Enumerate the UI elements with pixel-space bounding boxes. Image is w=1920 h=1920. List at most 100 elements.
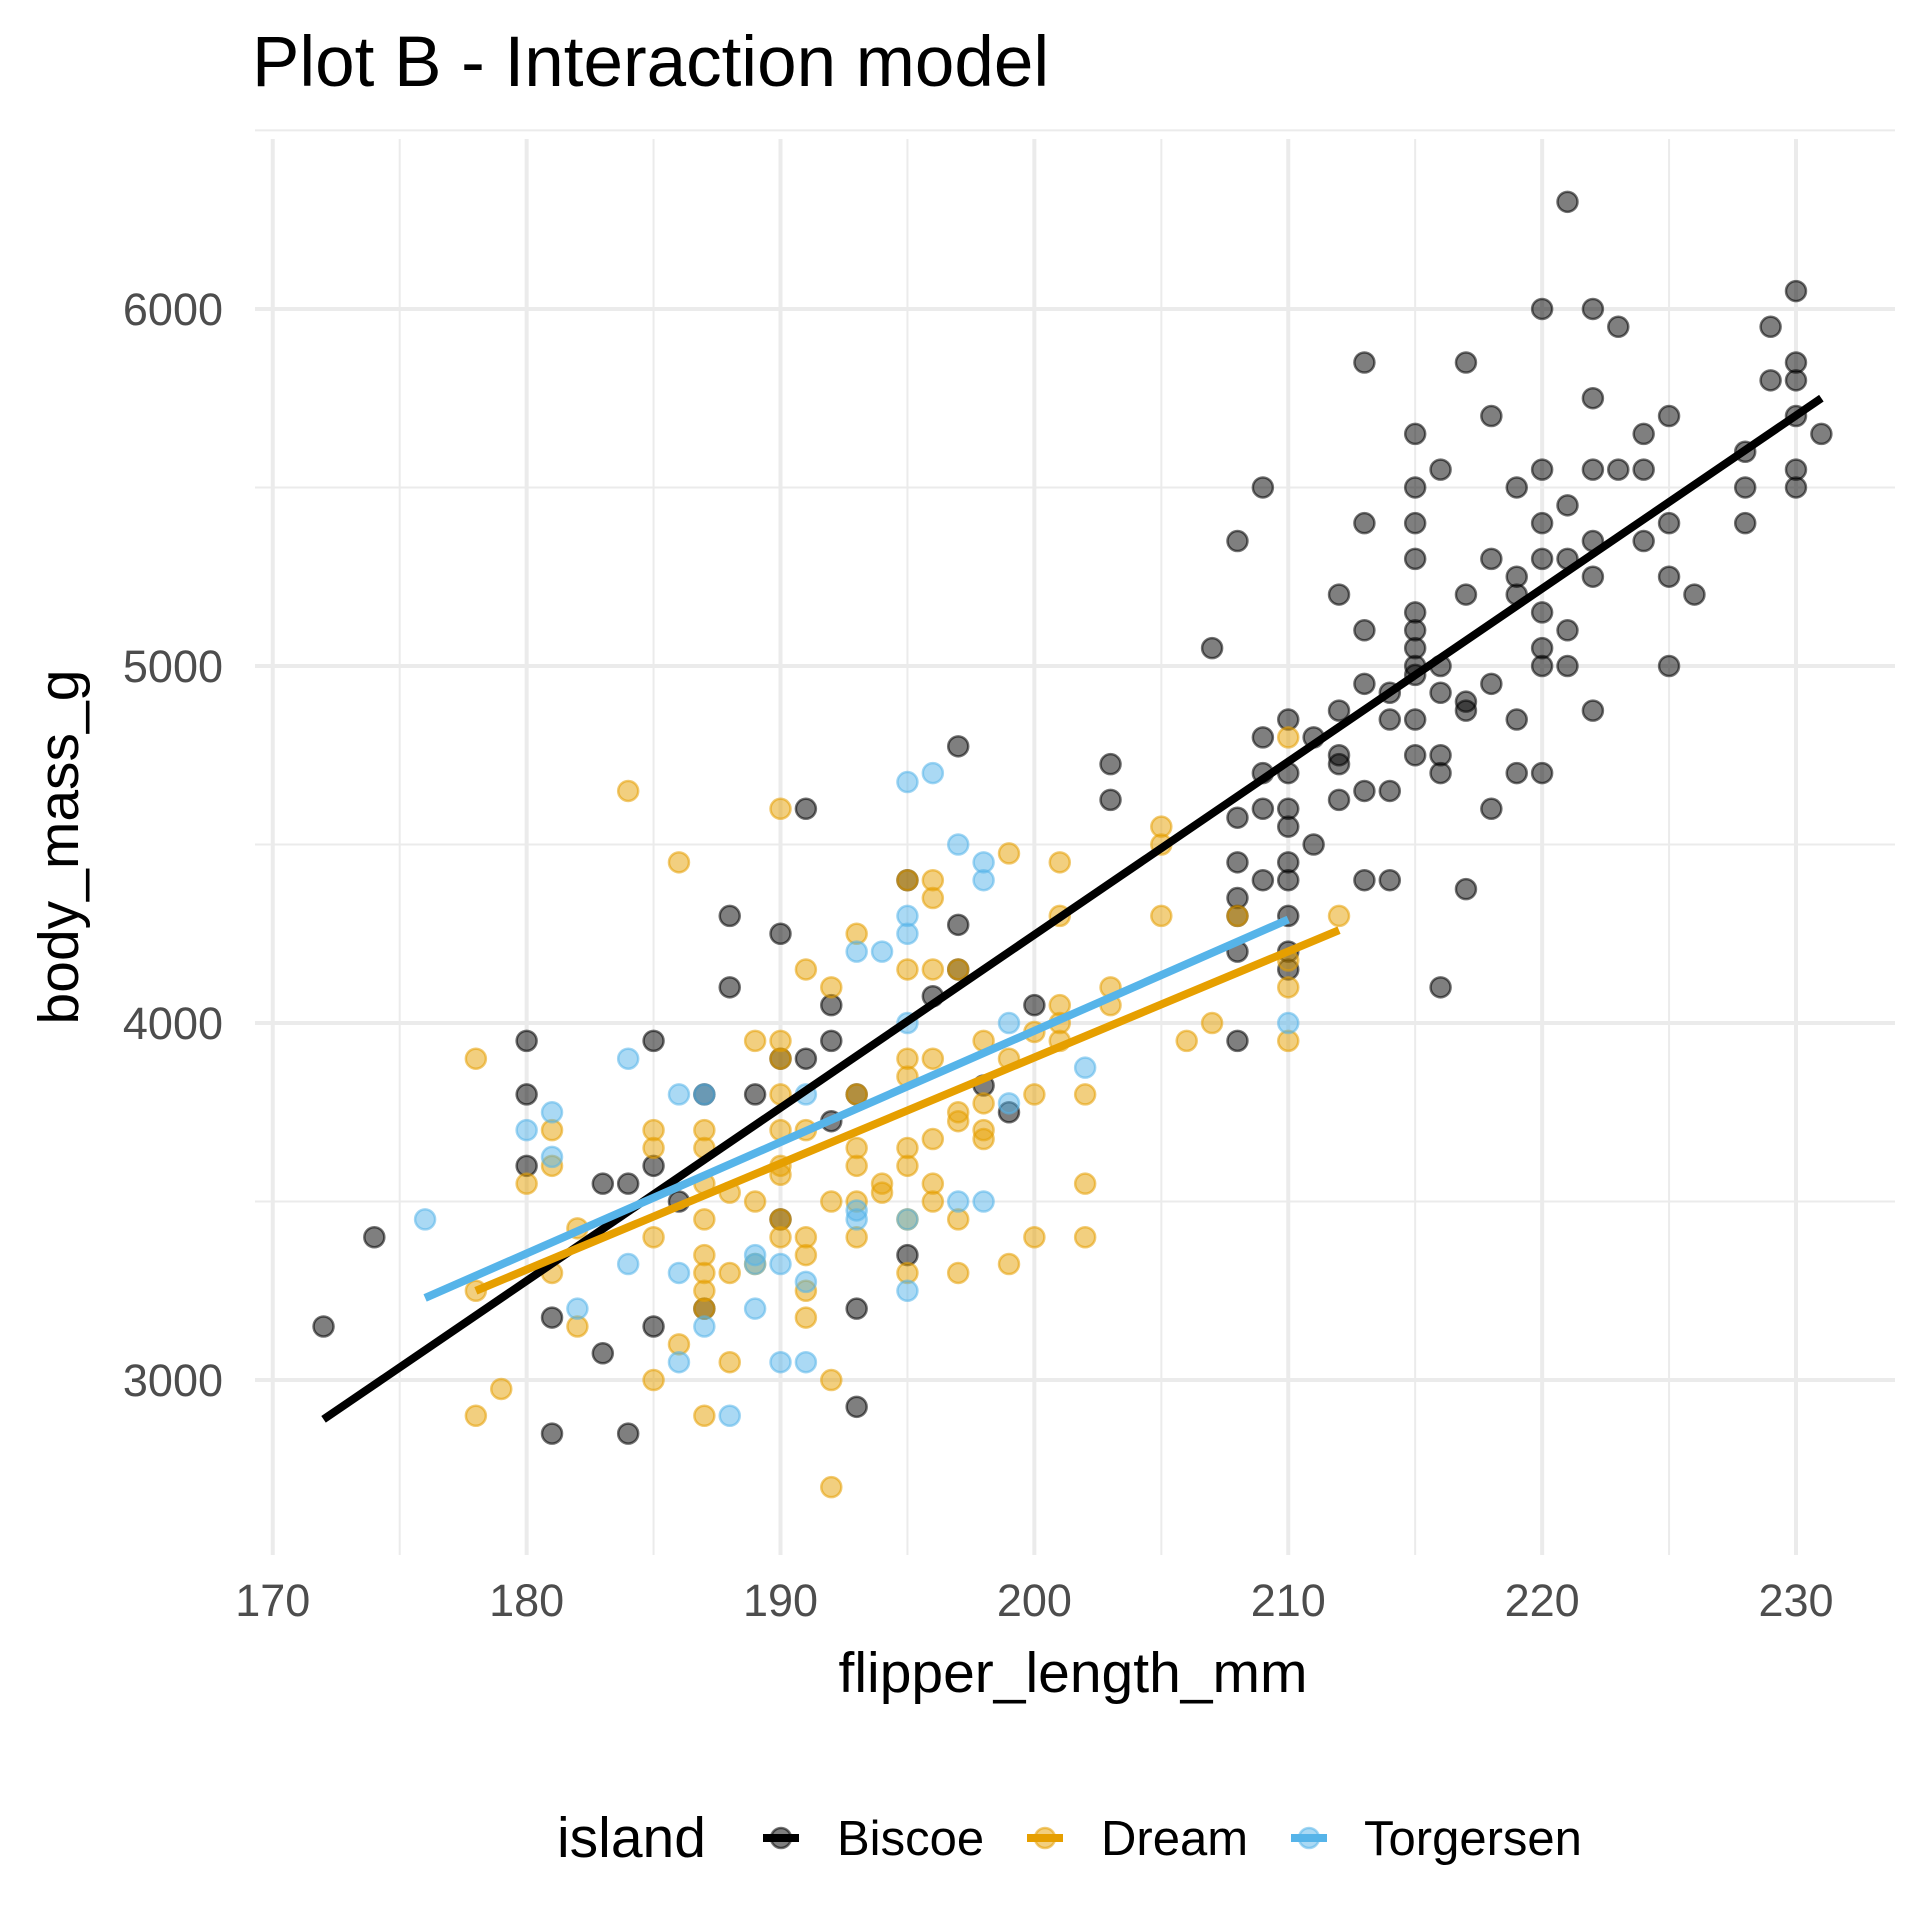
data-point-dream xyxy=(1048,851,1072,874)
x-tick-label: 190 xyxy=(743,1575,818,1626)
data-point-biscoe xyxy=(1784,369,1808,392)
data-point-biscoe xyxy=(1327,752,1351,776)
data-point-dream xyxy=(1073,1172,1097,1195)
data-point-biscoe xyxy=(1251,726,1275,749)
data-point-biscoe xyxy=(1632,458,1655,481)
data-point-biscoe xyxy=(312,1315,335,1338)
y-axis-title: body_mass_g xyxy=(27,670,91,1025)
y-tick-label: 4000 xyxy=(123,998,223,1049)
data-point-torgersen xyxy=(1073,1056,1097,1079)
data-point-biscoe xyxy=(1530,297,1554,321)
data-point-dream xyxy=(1200,1011,1224,1035)
data-point-biscoe xyxy=(1581,386,1605,410)
data-point-biscoe xyxy=(591,1172,615,1195)
data-point-biscoe xyxy=(1480,404,1503,428)
data-point-biscoe xyxy=(1733,511,1757,535)
data-point-dream xyxy=(794,958,818,981)
data-point-dream xyxy=(1226,904,1249,928)
data-point-torgersen xyxy=(845,940,868,963)
data-point-torgersen xyxy=(870,940,894,963)
data-point-biscoe xyxy=(845,1395,868,1419)
data-point-dream xyxy=(896,868,919,892)
data-point-biscoe xyxy=(642,1315,665,1338)
data-point-biscoe xyxy=(1277,815,1300,838)
data-point-biscoe xyxy=(1226,529,1249,553)
data-point-dream xyxy=(718,1261,741,1285)
legend-key-point-biscoe xyxy=(769,1826,793,1850)
legend-label-torgersen: Torgersen xyxy=(1364,1812,1582,1866)
data-point-dream xyxy=(997,1252,1021,1276)
data-point-torgersen xyxy=(896,922,919,946)
data-point-dream xyxy=(820,1475,843,1499)
data-point-torgersen xyxy=(845,1199,868,1222)
data-point-dream xyxy=(1150,904,1173,928)
data-point-torgersen xyxy=(413,1208,437,1231)
data-point-torgersen xyxy=(769,1350,792,1374)
data-point-torgersen xyxy=(794,1270,818,1294)
data-point-biscoe xyxy=(820,1029,843,1053)
data-point-torgersen xyxy=(566,1297,589,1320)
data-point-biscoe xyxy=(1683,583,1706,606)
data-point-biscoe xyxy=(1505,761,1528,785)
data-point-biscoe xyxy=(1632,422,1655,446)
data-point-biscoe xyxy=(1454,583,1478,606)
data-point-biscoe xyxy=(1429,458,1452,481)
data-point-dream xyxy=(1277,976,1300,999)
data-point-biscoe xyxy=(1530,601,1554,624)
data-point-dream xyxy=(1277,726,1300,749)
data-point-biscoe xyxy=(1429,761,1452,785)
data-point-dream xyxy=(1023,1083,1046,1106)
legend-key-point-dream xyxy=(1033,1826,1057,1850)
data-point-biscoe xyxy=(1784,279,1808,303)
data-point-biscoe xyxy=(1454,351,1478,374)
data-point-dream xyxy=(896,1154,919,1178)
data-point-biscoe xyxy=(1327,788,1351,812)
data-point-dream xyxy=(820,976,843,999)
data-point-biscoe xyxy=(1251,868,1275,892)
data-point-torgersen xyxy=(972,1190,995,1213)
data-point-biscoe xyxy=(845,1297,868,1320)
data-point-biscoe xyxy=(363,1225,386,1249)
x-tick-label: 200 xyxy=(997,1575,1072,1626)
data-point-torgersen xyxy=(743,1252,767,1276)
chart-title: Plot B - Interaction model xyxy=(252,23,1049,102)
data-point-biscoe xyxy=(1454,699,1478,722)
data-point-dream xyxy=(946,1109,970,1133)
data-point-biscoe xyxy=(1581,699,1605,722)
data-point-torgersen xyxy=(997,1011,1021,1035)
data-point-torgersen xyxy=(1277,1011,1300,1035)
data-point-biscoe xyxy=(794,797,818,821)
data-point-biscoe xyxy=(1251,797,1275,821)
data-point-biscoe xyxy=(1429,681,1452,705)
data-point-dream xyxy=(794,1306,818,1329)
data-point-biscoe xyxy=(794,1047,818,1070)
fit-line-biscoe xyxy=(321,394,1824,1423)
data-point-biscoe xyxy=(1632,529,1655,553)
data-point-dream xyxy=(972,1092,995,1115)
data-point-dream xyxy=(820,1190,843,1213)
data-point-biscoe xyxy=(1556,619,1579,642)
fit-lines-layer xyxy=(321,394,1824,1423)
data-point-torgersen xyxy=(997,1092,1021,1115)
data-point-biscoe xyxy=(1099,788,1122,812)
data-point-biscoe xyxy=(1480,547,1503,571)
legend-label-biscoe: Biscoe xyxy=(837,1812,984,1866)
data-point-biscoe xyxy=(1403,708,1427,731)
data-point-dream xyxy=(769,1047,792,1070)
data-point-torgersen xyxy=(946,833,970,856)
y-tick-labels: 3000 4000 5000 6000 xyxy=(123,284,223,1406)
data-point-biscoe xyxy=(1530,654,1554,678)
data-point-biscoe xyxy=(1099,752,1122,776)
data-point-biscoe xyxy=(718,904,741,928)
data-point-biscoe xyxy=(1353,672,1376,696)
data-point-torgersen xyxy=(693,1083,716,1106)
data-point-biscoe xyxy=(1251,476,1275,499)
data-point-torgersen xyxy=(540,1101,564,1124)
data-point-dream xyxy=(642,1225,665,1249)
data-point-dream xyxy=(1175,1029,1198,1053)
data-point-biscoe xyxy=(1480,797,1503,821)
data-point-torgersen xyxy=(515,1118,538,1142)
data-point-biscoe xyxy=(1378,708,1402,731)
data-point-dream xyxy=(946,958,970,981)
